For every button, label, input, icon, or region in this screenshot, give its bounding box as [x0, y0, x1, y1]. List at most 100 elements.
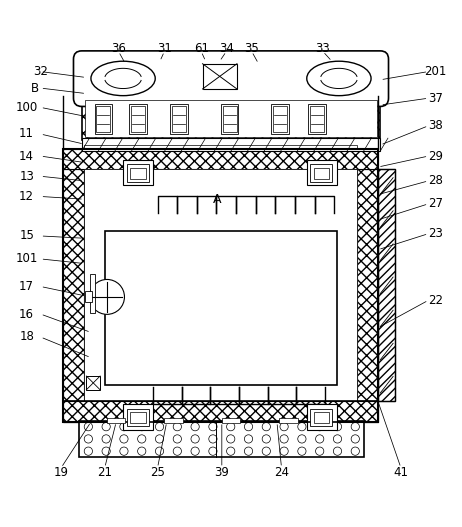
Bar [63, 149, 378, 169]
Text: 34: 34 [219, 42, 234, 55]
Text: 17: 17 [19, 280, 34, 293]
Bar [310, 408, 333, 426]
Bar [84, 94, 378, 101]
Text: 32: 32 [33, 65, 48, 78]
Text: 35: 35 [244, 42, 259, 55]
Circle shape [102, 447, 110, 455]
Bar [221, 104, 238, 134]
Circle shape [226, 447, 235, 455]
Circle shape [155, 423, 164, 431]
Text: 37: 37 [428, 92, 443, 105]
Bar [271, 104, 289, 134]
Text: 16: 16 [19, 308, 34, 320]
Circle shape [262, 435, 270, 443]
Circle shape [316, 447, 324, 455]
Circle shape [84, 435, 92, 443]
Bar [123, 405, 153, 430]
Circle shape [173, 447, 182, 455]
Text: 29: 29 [428, 150, 443, 162]
Bar [85, 291, 92, 302]
Circle shape [226, 423, 235, 431]
Circle shape [209, 435, 217, 443]
Circle shape [262, 423, 270, 431]
Text: 33: 33 [316, 42, 330, 55]
Circle shape [244, 447, 253, 455]
Circle shape [102, 423, 110, 431]
Bar [222, 418, 240, 423]
Text: 13: 13 [19, 170, 34, 183]
Bar [130, 168, 146, 179]
Bar [223, 106, 237, 132]
Bar [97, 106, 110, 132]
Bar [308, 104, 326, 134]
Circle shape [84, 447, 92, 455]
Bar [357, 169, 378, 401]
Circle shape [209, 423, 217, 431]
Bar [170, 104, 188, 134]
Circle shape [351, 423, 359, 431]
Circle shape [191, 447, 199, 455]
Bar [63, 149, 378, 422]
Circle shape [298, 423, 306, 431]
Text: 22: 22 [428, 294, 443, 307]
Bar [63, 169, 84, 401]
Text: 21: 21 [97, 466, 112, 479]
Text: 14: 14 [19, 150, 34, 162]
Circle shape [298, 435, 306, 443]
Text: 201: 201 [424, 65, 447, 78]
Circle shape [351, 447, 359, 455]
Bar [310, 106, 324, 132]
Bar [84, 145, 357, 149]
Bar [127, 408, 149, 426]
Bar [131, 106, 145, 132]
Bar [378, 169, 395, 401]
Bar [164, 418, 183, 423]
Circle shape [334, 435, 341, 443]
Bar [273, 106, 287, 132]
Bar [279, 418, 298, 423]
Ellipse shape [91, 61, 155, 96]
Text: 31: 31 [157, 42, 172, 55]
Circle shape [280, 423, 288, 431]
Bar [90, 274, 95, 313]
Circle shape [173, 423, 182, 431]
Circle shape [191, 435, 199, 443]
Text: 100: 100 [16, 101, 38, 114]
Circle shape [262, 447, 270, 455]
Circle shape [316, 435, 324, 443]
Circle shape [120, 447, 128, 455]
Bar [85, 101, 377, 137]
Text: 23: 23 [428, 227, 443, 240]
Text: B: B [30, 82, 38, 94]
Bar [129, 104, 146, 134]
Circle shape [316, 423, 324, 431]
Bar [63, 401, 378, 422]
Bar [130, 412, 146, 423]
Text: 12: 12 [19, 190, 34, 203]
Circle shape [244, 435, 253, 443]
Circle shape [120, 435, 128, 443]
Bar [82, 138, 380, 151]
Bar [172, 106, 186, 132]
Circle shape [120, 423, 128, 431]
Bar [123, 160, 153, 186]
Text: A: A [213, 193, 221, 206]
Circle shape [138, 435, 146, 443]
Circle shape [84, 423, 92, 431]
Circle shape [173, 435, 182, 443]
Bar [107, 418, 125, 423]
Circle shape [280, 447, 288, 455]
Text: 41: 41 [394, 466, 408, 479]
Bar [127, 164, 149, 182]
Bar [63, 401, 378, 422]
Bar [82, 98, 380, 140]
Circle shape [90, 279, 124, 315]
Text: 27: 27 [428, 197, 443, 210]
Bar [314, 412, 329, 423]
Circle shape [334, 423, 341, 431]
Ellipse shape [307, 61, 371, 96]
Bar [86, 376, 100, 390]
Text: 36: 36 [111, 42, 126, 55]
Circle shape [138, 447, 146, 455]
Bar [84, 169, 357, 401]
